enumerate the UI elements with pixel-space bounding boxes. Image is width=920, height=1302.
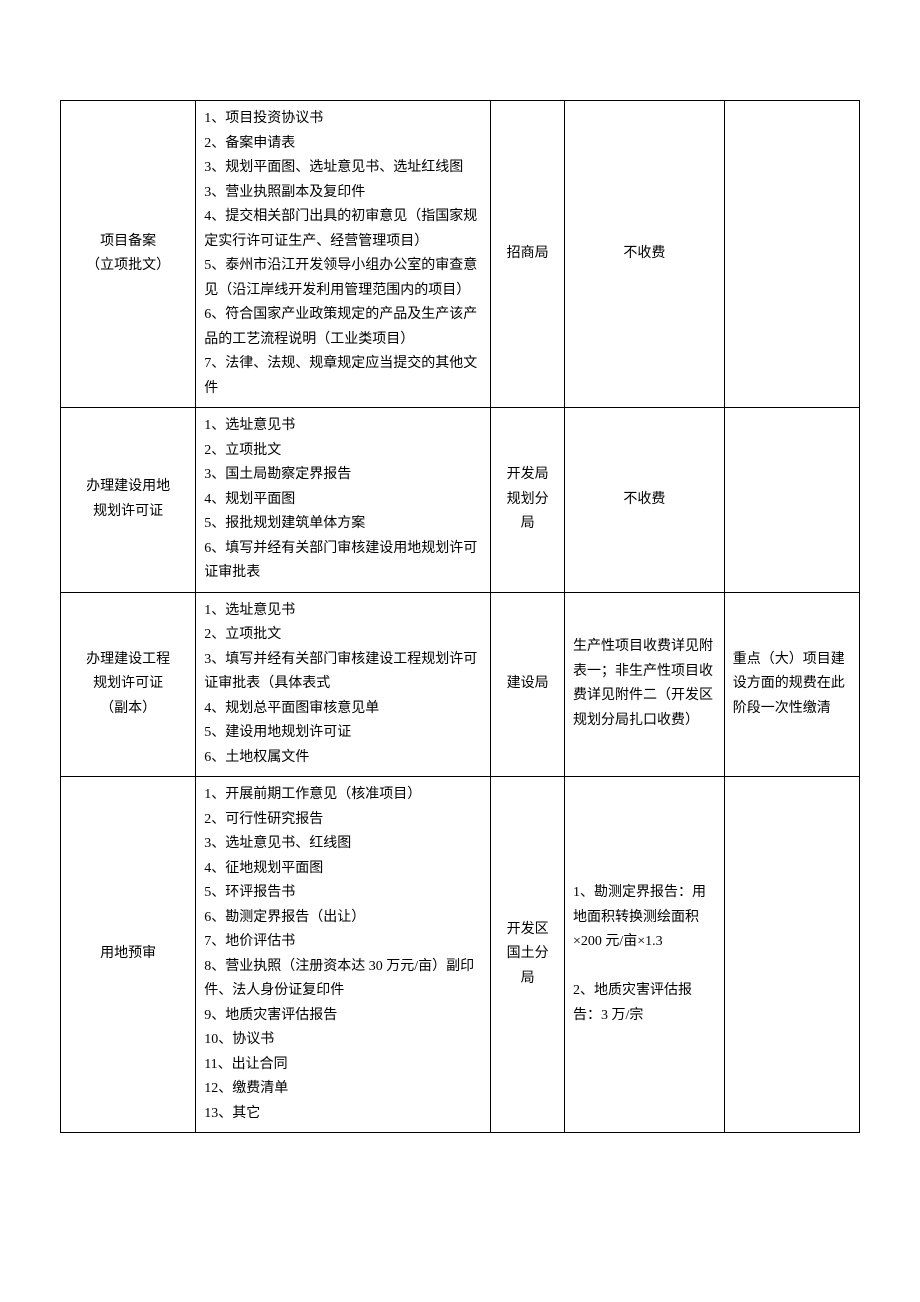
fee-cell: 不收费 (564, 408, 724, 593)
table-row: 用地预审 1、开展前期工作意见（核准项目） 2、可行性研究报告 3、选址意见书、… (61, 777, 860, 1133)
item-name-cell: 项目备案 （立项批文） (61, 101, 196, 408)
table-row: 办理建设用地 规划许可证 1、选址意见书 2、立项批文 3、国土局勘察定界报告 … (61, 408, 860, 593)
item-name-cell: 办理建设工程 规划许可证 （副本） (61, 592, 196, 777)
note-cell (724, 101, 859, 408)
documents-cell: 1、选址意见书 2、立项批文 3、国土局勘察定界报告 4、规划平面图 5、报批规… (196, 408, 491, 593)
documents-cell: 1、项目投资协议书 2、备案申请表 3、规划平面图、选址意见书、选址红线图 3、… (196, 101, 491, 408)
department-cell: 建设局 (491, 592, 565, 777)
fee-cell: 不收费 (564, 101, 724, 408)
table-row: 办理建设工程 规划许可证 （副本） 1、选址意见书 2、立项批文 3、填写并经有… (61, 592, 860, 777)
note-cell (724, 408, 859, 593)
fee-cell: 1、勘测定界报告：用地面积转换测绘面积×200 元/亩×1.3 2、地质灾害评估… (564, 777, 724, 1133)
approval-table: 项目备案 （立项批文） 1、项目投资协议书 2、备案申请表 3、规划平面图、选址… (60, 100, 860, 1133)
note-cell: 重点（大）项目建设方面的规费在此阶段一次性缴清 (724, 592, 859, 777)
item-name-cell: 办理建设用地 规划许可证 (61, 408, 196, 593)
table-row: 项目备案 （立项批文） 1、项目投资协议书 2、备案申请表 3、规划平面图、选址… (61, 101, 860, 408)
department-cell: 开发局 规划分 局 (491, 408, 565, 593)
table-body: 项目备案 （立项批文） 1、项目投资协议书 2、备案申请表 3、规划平面图、选址… (61, 101, 860, 1133)
note-cell (724, 777, 859, 1133)
documents-cell: 1、选址意见书 2、立项批文 3、填写并经有关部门审核建设工程规划许可证审批表（… (196, 592, 491, 777)
documents-cell: 1、开展前期工作意见（核准项目） 2、可行性研究报告 3、选址意见书、红线图 4… (196, 777, 491, 1133)
department-cell: 开发区 国土分 局 (491, 777, 565, 1133)
department-cell: 招商局 (491, 101, 565, 408)
fee-cell: 生产性项目收费详见附表一；非生产性项目收费详见附件二（开发区规划分局扎口收费） (564, 592, 724, 777)
item-name-cell: 用地预审 (61, 777, 196, 1133)
